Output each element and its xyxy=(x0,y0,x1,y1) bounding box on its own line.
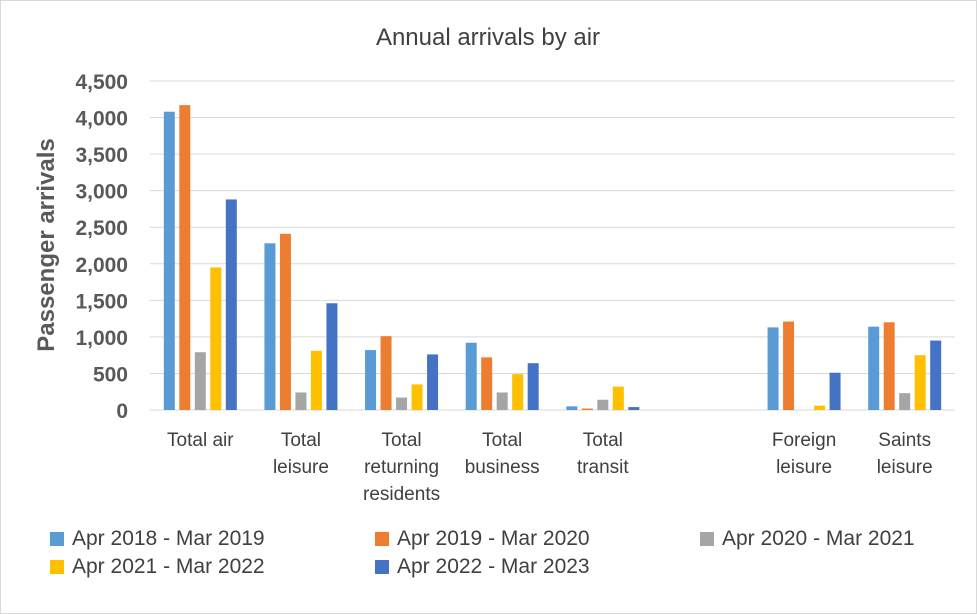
bar xyxy=(326,303,338,410)
y-tick-label: 1,500 xyxy=(75,290,128,313)
bar xyxy=(597,399,609,410)
y-tick-label: 4,000 xyxy=(75,108,128,131)
bar xyxy=(628,407,640,410)
bar xyxy=(427,354,439,410)
bar xyxy=(496,392,508,410)
bar xyxy=(914,355,926,410)
bar xyxy=(465,342,477,410)
y-tick-label: 4,500 xyxy=(75,71,128,94)
bars xyxy=(163,105,942,411)
bar xyxy=(411,384,423,410)
legend-item: Apr 2021 - Mar 2022 xyxy=(50,555,265,579)
x-category-label: transit xyxy=(577,457,629,478)
x-category-label: leisure xyxy=(776,457,832,478)
y-tick-label: 3,500 xyxy=(75,144,128,167)
legend-item: Apr 2022 - Mar 2023 xyxy=(375,555,590,579)
x-category-label: Total xyxy=(281,430,321,451)
y-tick-label: 1,000 xyxy=(75,327,128,350)
x-category-label: Total xyxy=(482,430,522,451)
x-category-label: Saints xyxy=(878,430,931,451)
bar xyxy=(581,408,593,410)
x-category-label: Total xyxy=(583,430,623,451)
x-category-labels: Total air Total leisure Total returning resid… xyxy=(167,430,933,505)
bar xyxy=(194,352,206,410)
x-category-label: returning xyxy=(364,457,439,478)
bar xyxy=(380,336,392,410)
bar xyxy=(767,327,779,410)
bar xyxy=(814,405,826,410)
y-tick-label: 2,000 xyxy=(75,254,128,277)
legend-item: Apr 2018 - Mar 2019 xyxy=(50,527,265,551)
legend: Apr 2018 - Mar 2019 Apr 2019 - Mar 2020 Ap… xyxy=(50,527,950,587)
x-category-label: business xyxy=(465,457,540,478)
bar xyxy=(783,321,795,410)
bar xyxy=(179,105,191,411)
legend-label: Apr 2022 - Mar 2023 xyxy=(397,555,590,578)
bar xyxy=(930,340,942,410)
legend-item: Apr 2020 - Mar 2021 xyxy=(700,527,915,551)
bar xyxy=(868,326,880,410)
legend-label: Apr 2020 - Mar 2021 xyxy=(722,527,915,550)
bar xyxy=(481,357,493,410)
y-tick-labels: 0 500 1,000 1,500 2,000 2,500 3,000 3,500 4,000 4… xyxy=(75,71,128,423)
x-category-label: leisure xyxy=(877,457,933,478)
legend-swatch xyxy=(50,560,64,574)
bar xyxy=(527,363,539,410)
y-axis-label: Passenger arrivals xyxy=(33,138,60,351)
y-tick-label: 3,000 xyxy=(75,181,128,204)
bar xyxy=(899,393,911,410)
bar xyxy=(163,111,175,410)
bar xyxy=(365,350,377,410)
legend-swatch xyxy=(50,532,64,546)
bar xyxy=(829,372,841,410)
x-category-label: Total xyxy=(381,430,421,451)
y-tick-label: 0 xyxy=(116,400,128,423)
x-category-label: residents xyxy=(363,484,440,505)
bar xyxy=(612,386,624,410)
x-category-label: Total air xyxy=(167,430,234,451)
legend-swatch xyxy=(375,532,389,546)
y-tick-label: 2,500 xyxy=(75,217,128,240)
legend-label: Apr 2018 - Mar 2019 xyxy=(72,527,265,550)
bar xyxy=(264,243,276,410)
bar xyxy=(512,374,524,410)
legend-label: Apr 2021 - Mar 2022 xyxy=(72,555,265,578)
bar xyxy=(566,406,578,410)
bar xyxy=(883,322,895,410)
bar xyxy=(396,397,408,410)
bar xyxy=(310,350,322,410)
legend-label: Apr 2019 - Mar 2020 xyxy=(397,527,590,550)
legend-item: Apr 2019 - Mar 2020 xyxy=(375,527,590,551)
x-category-label: leisure xyxy=(273,457,329,478)
x-category-label: Foreign xyxy=(772,430,836,451)
chart-title: Annual arrivals by air xyxy=(376,24,600,51)
legend-swatch xyxy=(700,532,714,546)
bar xyxy=(295,392,307,410)
legend-swatch xyxy=(375,560,389,574)
y-tick-label: 500 xyxy=(93,363,128,386)
bar xyxy=(279,233,291,410)
bar xyxy=(210,267,222,410)
bar xyxy=(225,199,237,410)
